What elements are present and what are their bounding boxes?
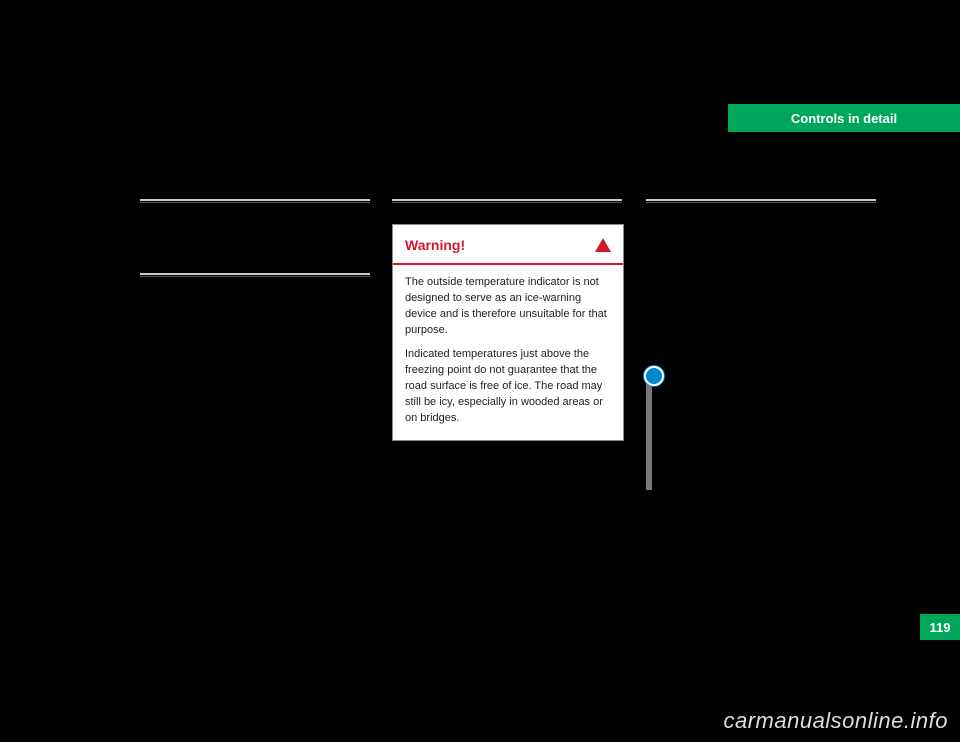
column-1	[140, 199, 370, 285]
rule	[392, 202, 622, 203]
warning-title: Warning!	[405, 237, 465, 253]
watermark: carmanualsonline.info	[723, 708, 948, 734]
page-number: 119	[930, 620, 951, 635]
rule	[140, 202, 370, 203]
rule	[140, 273, 370, 275]
section-tab-label: Controls in detail	[791, 111, 897, 126]
warning-paragraph: Indicated temperatures just above the fr…	[405, 347, 611, 427]
warning-triangle-icon	[595, 238, 611, 252]
warning-box: Warning! The outside temperature indicat…	[392, 224, 624, 441]
column-3	[646, 199, 876, 211]
info-icon	[644, 366, 664, 386]
rule	[140, 199, 370, 201]
rule	[140, 276, 370, 277]
manual-page: Controls in detail Warning! The outside …	[0, 0, 960, 742]
info-sidebar	[646, 370, 652, 490]
warning-header: Warning!	[393, 225, 623, 265]
warning-paragraph: The outside temperature indicator is not…	[405, 275, 611, 339]
page-number-badge: 119	[920, 614, 960, 640]
rule	[646, 199, 876, 201]
rule	[392, 199, 622, 201]
section-tab: Controls in detail	[728, 104, 960, 132]
column-2: Warning! The outside temperature indicat…	[392, 199, 622, 441]
warning-body: The outside temperature indicator is not…	[393, 265, 623, 440]
rule	[646, 202, 876, 203]
